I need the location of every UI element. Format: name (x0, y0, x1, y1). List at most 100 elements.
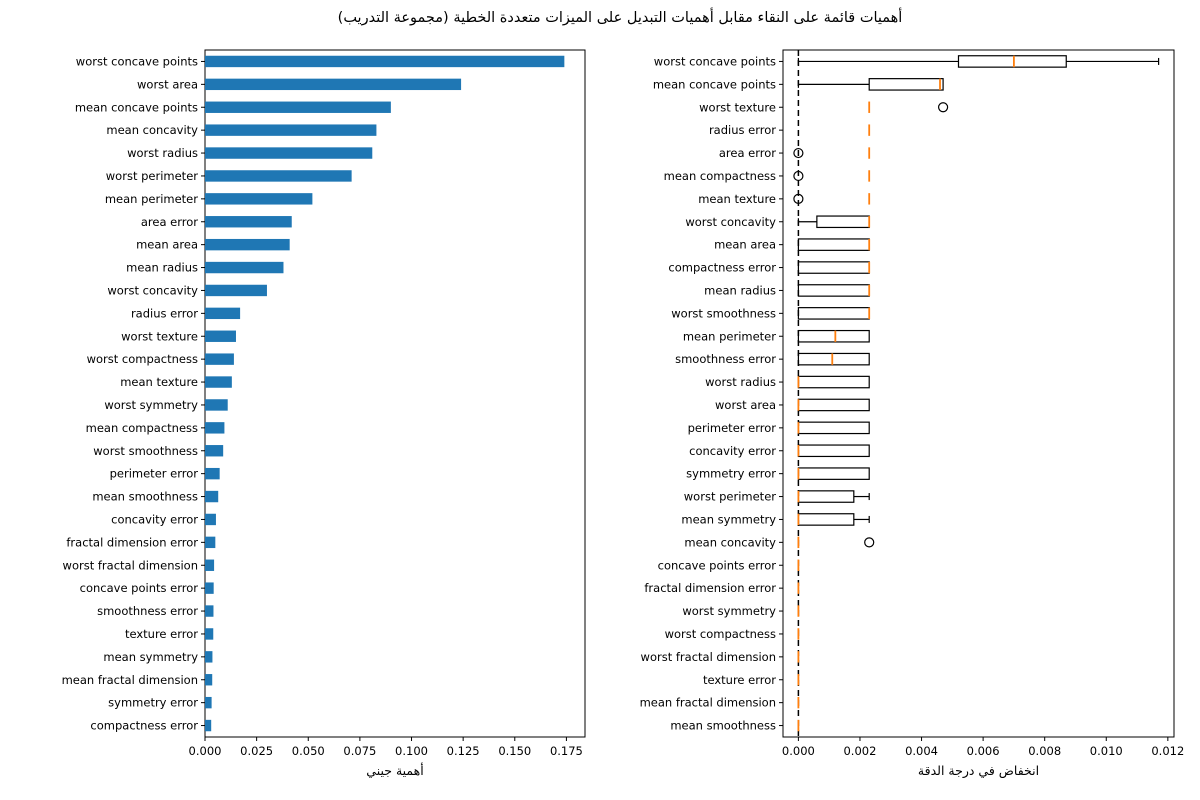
y-tick-label: radius error (709, 123, 776, 137)
importance-bar (205, 376, 232, 388)
y-tick-label: area error (141, 215, 198, 229)
box (797, 513, 855, 526)
y-tick-label: worst perimeter (106, 169, 198, 183)
x-tick-label: 0.008 (1028, 744, 1061, 758)
importance-bar (205, 467, 220, 480)
box (797, 490, 855, 503)
y-tick-label: worst compactness (665, 627, 776, 641)
importance-bar (205, 536, 216, 549)
y-tick-label: mean concave points (653, 77, 776, 91)
box (797, 444, 870, 458)
y-tick-label: mean area (136, 238, 198, 252)
x-tick-label: 0.010 (1090, 744, 1123, 758)
x-tick-label: 0.006 (967, 744, 1000, 758)
y-tick-label: texture error (703, 673, 776, 687)
importance-bar (205, 628, 214, 640)
y-tick-label: mean perimeter (683, 329, 776, 343)
y-tick-label: mean fractal dimension (62, 673, 198, 687)
y-tick-label: perimeter error (688, 421, 777, 435)
figure-title: أهميات قائمة على النقاء مقابل أهميات الت… (337, 10, 903, 26)
y-tick-label: perimeter error (110, 467, 199, 481)
y-tick-label: concave points error (658, 558, 777, 572)
importance-bar (205, 422, 225, 434)
importance-bar (205, 216, 292, 228)
importance-bar (205, 651, 213, 663)
y-tick-label: worst fractal dimension (641, 650, 776, 664)
importance-bar (205, 696, 212, 709)
x-tick-label: 0.075 (343, 744, 376, 758)
y-tick-label: concavity error (111, 512, 198, 526)
y-tick-label: mean symmetry (681, 512, 776, 526)
importance-bar (205, 399, 228, 411)
outlier-marker (864, 537, 875, 548)
y-tick-label: worst radius (127, 146, 198, 160)
outlier-marker (793, 147, 804, 159)
y-tick-label: worst texture (121, 329, 198, 343)
y-tick-label: mean concavity (106, 123, 198, 137)
y-tick-label: mean texture (120, 375, 198, 389)
y-tick-label: mean radius (704, 283, 776, 297)
y-tick-label: worst symmetry (104, 398, 198, 412)
importance-bar (205, 559, 215, 571)
y-tick-label: mean radius (126, 261, 198, 275)
importance-bar (205, 170, 352, 182)
y-tick-label: mean symmetry (103, 650, 198, 664)
box (797, 375, 870, 389)
y-tick-label: worst concavity (685, 215, 776, 229)
importance-bar (205, 353, 234, 365)
y-tick-label: mean texture (698, 192, 776, 206)
y-tick-label: concave points error (80, 581, 199, 595)
gini-importance-axis-label: أهمية جيني (366, 763, 424, 778)
importance-bar (205, 193, 313, 205)
box (797, 398, 870, 412)
importance-bar (205, 582, 214, 594)
y-tick-label: mean perimeter (105, 192, 198, 206)
y-tick-label: worst radius (705, 375, 776, 389)
importance-bar (205, 78, 462, 91)
importance-bar (205, 124, 377, 136)
y-tick-label: worst area (715, 398, 776, 412)
x-tick-label: 0.150 (498, 744, 531, 758)
y-tick-label: worst symmetry (682, 604, 776, 618)
box (797, 238, 870, 251)
y-tick-label: compactness error (668, 261, 776, 275)
box (797, 352, 870, 366)
y-tick-label: radius error (131, 306, 198, 320)
y-tick-label: worst concavity (107, 283, 198, 297)
y-tick-label: mean concave points (75, 100, 198, 114)
y-tick-label: mean smoothness (670, 719, 776, 733)
x-tick-label: 0.000 (189, 744, 222, 758)
x-tick-label: 0.012 (1151, 744, 1184, 758)
importance-bar (205, 513, 216, 526)
x-tick-label: 0.025 (240, 744, 273, 758)
x-tick-label: 0.100 (395, 744, 428, 758)
importance-bar (205, 490, 219, 503)
y-tick-label: fractal dimension error (66, 535, 198, 549)
y-tick-label: mean concavity (684, 535, 776, 549)
y-tick-label: worst fractal dimension (63, 558, 198, 572)
y-tick-label: worst texture (699, 100, 776, 114)
accuracy-decrease-axis-label: انخفاض في درجة الدقة (917, 763, 1040, 778)
outlier-marker (793, 193, 804, 204)
importance-bar (205, 719, 212, 732)
y-tick-label: worst area (137, 77, 198, 91)
importance-bar (205, 147, 373, 159)
y-tick-label: mean compactness (664, 169, 776, 183)
y-tick-label: worst smoothness (93, 444, 198, 458)
y-tick-label: area error (719, 146, 776, 160)
y-tick-label: worst concave points (654, 54, 776, 68)
outlier-marker (937, 102, 949, 113)
y-tick-label: mean fractal dimension (640, 696, 776, 710)
x-tick-label: 0.000 (782, 744, 815, 758)
box (797, 421, 870, 435)
y-tick-label: smoothness error (97, 604, 198, 618)
gini-chart-frame (204, 49, 586, 738)
box (797, 261, 870, 274)
importance-bar (205, 284, 267, 297)
x-tick-label: 0.050 (292, 744, 325, 758)
y-tick-label: mean smoothness (92, 490, 198, 504)
x-tick-label: 0.004 (905, 744, 938, 758)
importance-bar (205, 605, 214, 617)
